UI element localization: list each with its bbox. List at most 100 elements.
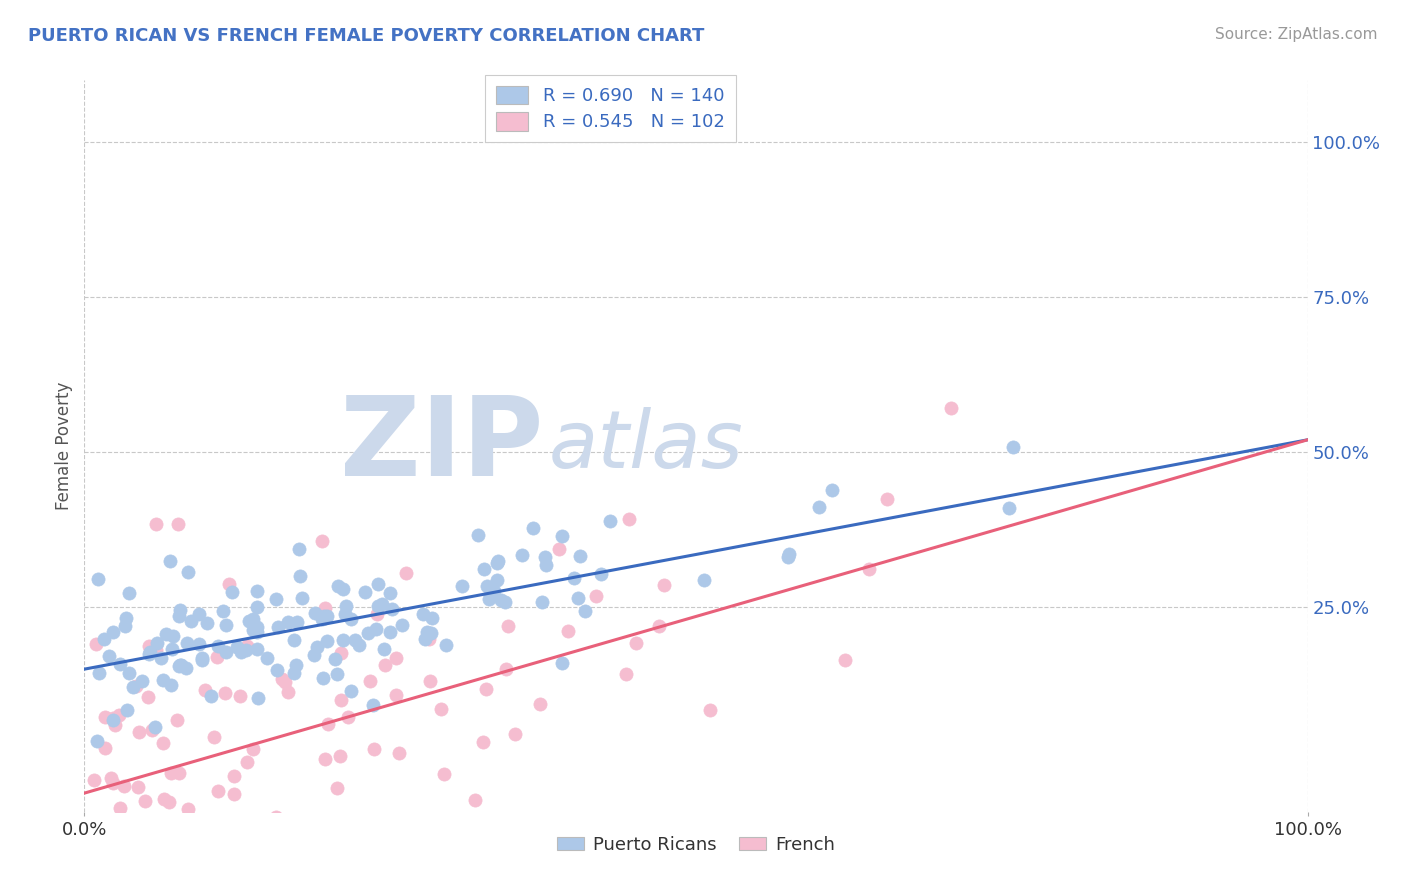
Point — [270, 672, 292, 686]
Point — [567, 591, 589, 606]
Point — [215, 645, 238, 659]
Point — [834, 652, 856, 666]
Point — [226, 640, 249, 654]
Point — [287, 542, 309, 557]
Point — [247, 691, 270, 706]
Point — [152, 673, 174, 688]
Point — [314, 611, 336, 625]
Point — [323, 652, 346, 666]
Point — [141, 723, 163, 738]
Point — [145, 642, 167, 657]
Point — [236, 640, 259, 654]
Point — [359, 673, 381, 688]
Point — [242, 612, 264, 626]
Point — [380, 586, 402, 600]
Point — [114, 779, 136, 793]
Point — [599, 514, 621, 528]
Point — [177, 802, 200, 816]
Point — [340, 684, 363, 698]
Point — [326, 667, 349, 681]
Point — [266, 592, 288, 607]
Point — [439, 817, 461, 831]
Point — [101, 624, 124, 639]
Point — [821, 483, 844, 497]
Point — [101, 711, 124, 725]
Point — [264, 810, 287, 824]
Point — [498, 618, 520, 632]
Point — [326, 579, 349, 593]
Point — [190, 651, 212, 665]
Point — [266, 663, 288, 677]
Point — [160, 766, 183, 780]
Point — [624, 636, 647, 650]
Point — [176, 565, 198, 579]
Point — [349, 638, 371, 652]
Point — [114, 611, 136, 625]
Point — [467, 527, 489, 541]
Point — [1001, 441, 1024, 455]
Point — [314, 608, 336, 623]
Point — [374, 658, 396, 673]
Point — [381, 602, 404, 616]
Point — [218, 577, 240, 591]
Point — [876, 491, 898, 506]
Point — [238, 614, 260, 628]
Point — [529, 697, 551, 711]
Point — [277, 615, 299, 629]
Point — [385, 688, 408, 702]
Point — [557, 624, 579, 638]
Point — [318, 717, 340, 731]
Point — [494, 594, 516, 608]
Legend: Puerto Ricans, French: Puerto Ricans, French — [550, 829, 842, 861]
Point — [194, 682, 217, 697]
Point — [287, 615, 309, 630]
Point — [522, 521, 544, 535]
Point — [283, 632, 305, 647]
Point — [222, 787, 245, 801]
Point — [155, 626, 177, 640]
Point — [169, 659, 191, 673]
Point — [167, 766, 190, 780]
Point — [367, 599, 389, 613]
Point — [419, 674, 441, 689]
Point — [207, 639, 229, 653]
Point — [170, 658, 193, 673]
Point — [619, 512, 641, 526]
Point — [108, 708, 131, 723]
Point — [108, 817, 131, 831]
Point — [858, 562, 880, 576]
Point — [276, 685, 298, 699]
Point — [100, 771, 122, 785]
Point — [246, 641, 269, 656]
Point — [145, 721, 167, 735]
Point — [79, 817, 101, 831]
Point — [326, 780, 349, 795]
Point — [939, 401, 962, 416]
Point — [222, 769, 245, 783]
Point — [138, 648, 160, 662]
Point — [104, 718, 127, 732]
Point — [418, 632, 440, 646]
Point — [150, 650, 173, 665]
Point — [361, 698, 384, 712]
Point — [292, 817, 315, 831]
Point — [229, 689, 252, 703]
Point — [212, 604, 235, 618]
Point — [127, 780, 149, 794]
Point — [312, 671, 335, 685]
Point — [94, 740, 117, 755]
Point — [305, 640, 328, 655]
Point — [332, 633, 354, 648]
Point — [87, 572, 110, 586]
Point — [122, 681, 145, 695]
Point — [475, 578, 498, 592]
Point — [108, 801, 131, 815]
Point — [415, 625, 437, 640]
Point — [778, 547, 800, 561]
Point — [335, 599, 357, 613]
Point — [115, 703, 138, 717]
Point — [160, 677, 183, 691]
Point — [333, 607, 356, 622]
Point — [332, 582, 354, 596]
Point — [367, 577, 389, 591]
